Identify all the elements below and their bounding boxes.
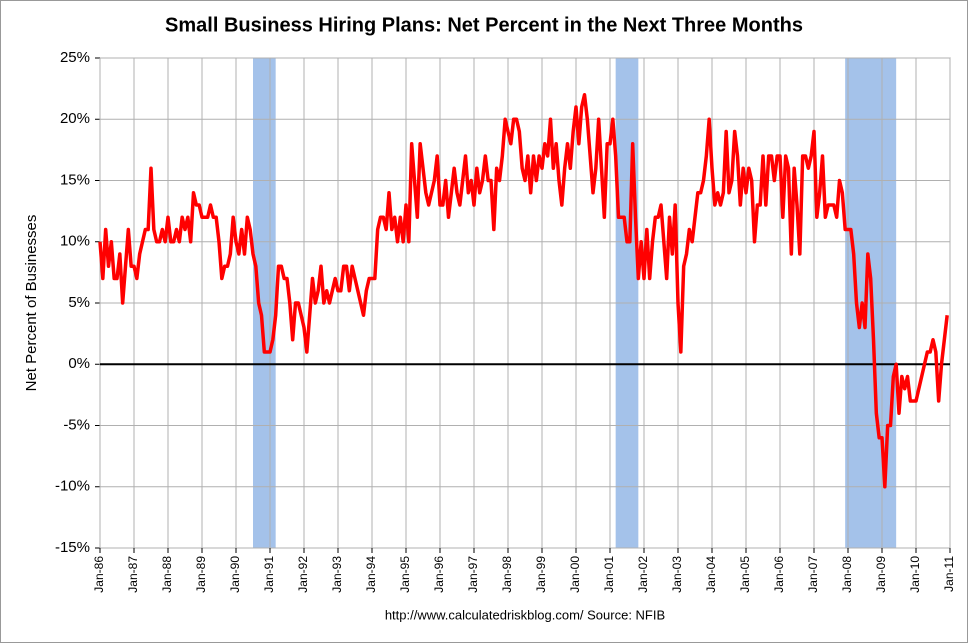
x-tick-label: Jan-10 [908, 556, 922, 593]
y-tick-label: 5% [68, 294, 90, 311]
x-tick-label: Jan-07 [806, 556, 820, 593]
y-tick-label: -15% [55, 539, 90, 556]
x-tick-label: Jan-01 [602, 556, 616, 593]
y-axis-label: Net Percent of Businesses [23, 215, 40, 392]
x-tick-label: Jan-11 [942, 556, 956, 592]
x-tick-label: Jan-92 [296, 556, 310, 593]
y-tick-label: 20% [60, 110, 90, 127]
x-tick-label: Jan-91 [262, 556, 276, 593]
y-tick-label: -10% [55, 478, 90, 495]
x-tick-label: Jan-96 [432, 556, 446, 593]
y-tick-label: -5% [63, 416, 90, 433]
x-tick-label: Jan-86 [92, 556, 106, 593]
x-tick-label: Jan-02 [636, 556, 650, 593]
x-tick-label: Jan-95 [398, 556, 412, 593]
x-tick-label: Jan-00 [568, 556, 582, 593]
x-tick-label: Jan-90 [228, 556, 242, 593]
x-tick-label: Jan-94 [364, 556, 378, 593]
y-tick-label: 25% [60, 49, 90, 66]
x-tick-label: Jan-87 [126, 556, 140, 593]
x-tick-label: Jan-89 [194, 556, 208, 593]
y-tick-label: 10% [60, 233, 90, 250]
x-tick-label: Jan-98 [500, 556, 514, 593]
x-tick-label: Jan-03 [670, 556, 684, 593]
footnote: http://www.calculatedriskblog.com/ Sourc… [385, 607, 665, 622]
data-line [98, 93, 949, 489]
x-tick-label: Jan-06 [772, 556, 786, 593]
x-tick-label: Jan-93 [330, 556, 344, 593]
x-tick-label: Jan-88 [160, 556, 174, 593]
chart-title: Small Business Hiring Plans: Net Percent… [165, 14, 803, 36]
y-tick-label: 15% [60, 171, 90, 188]
x-tick-label: Jan-04 [704, 556, 718, 593]
y-tick-label: 0% [68, 355, 90, 372]
x-tick-label: Jan-99 [534, 556, 548, 593]
x-tick-label: Jan-97 [466, 556, 480, 593]
x-tick-label: Jan-08 [840, 556, 854, 593]
x-tick-label: Jan-09 [874, 556, 888, 593]
x-tick-label: Jan-05 [738, 556, 752, 593]
